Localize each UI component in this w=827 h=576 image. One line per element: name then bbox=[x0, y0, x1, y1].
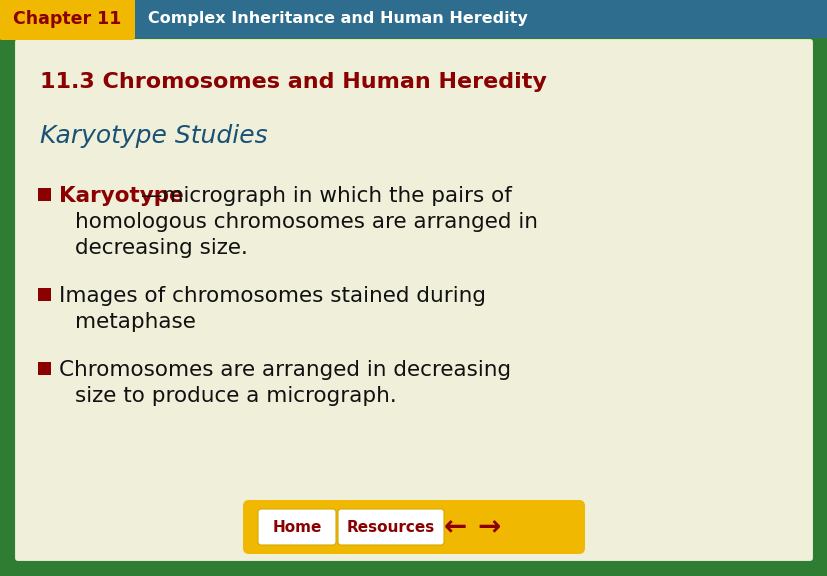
Text: size to produce a micrograph.: size to produce a micrograph. bbox=[75, 386, 396, 406]
Text: metaphase: metaphase bbox=[75, 312, 196, 332]
Text: Resources: Resources bbox=[347, 520, 435, 535]
Text: homologous chromosomes are arranged in: homologous chromosomes are arranged in bbox=[75, 212, 538, 232]
Text: →: → bbox=[477, 513, 500, 541]
Bar bbox=[38, 288, 51, 301]
Text: Chapter 11: Chapter 11 bbox=[12, 10, 121, 28]
FancyBboxPatch shape bbox=[258, 509, 336, 545]
Bar bbox=[38, 188, 51, 201]
FancyBboxPatch shape bbox=[0, 0, 135, 40]
Text: Home: Home bbox=[272, 520, 322, 535]
FancyBboxPatch shape bbox=[242, 500, 585, 554]
Text: ←: ← bbox=[442, 513, 466, 541]
FancyBboxPatch shape bbox=[0, 0, 827, 38]
FancyBboxPatch shape bbox=[337, 509, 443, 545]
FancyBboxPatch shape bbox=[13, 37, 814, 563]
Text: Karyotype Studies: Karyotype Studies bbox=[40, 124, 267, 148]
Text: decreasing size.: decreasing size. bbox=[75, 238, 247, 258]
Text: Complex Inheritance and Human Heredity: Complex Inheritance and Human Heredity bbox=[148, 12, 527, 26]
Bar bbox=[38, 362, 51, 375]
Text: —micrograph in which the pairs of: —micrograph in which the pairs of bbox=[141, 186, 511, 206]
Text: Images of chromosomes stained during: Images of chromosomes stained during bbox=[59, 286, 485, 306]
Text: Chromosomes are arranged in decreasing: Chromosomes are arranged in decreasing bbox=[59, 360, 510, 380]
Text: 11.3 Chromosomes and Human Heredity: 11.3 Chromosomes and Human Heredity bbox=[40, 72, 546, 92]
Text: Karyotype: Karyotype bbox=[59, 186, 184, 206]
